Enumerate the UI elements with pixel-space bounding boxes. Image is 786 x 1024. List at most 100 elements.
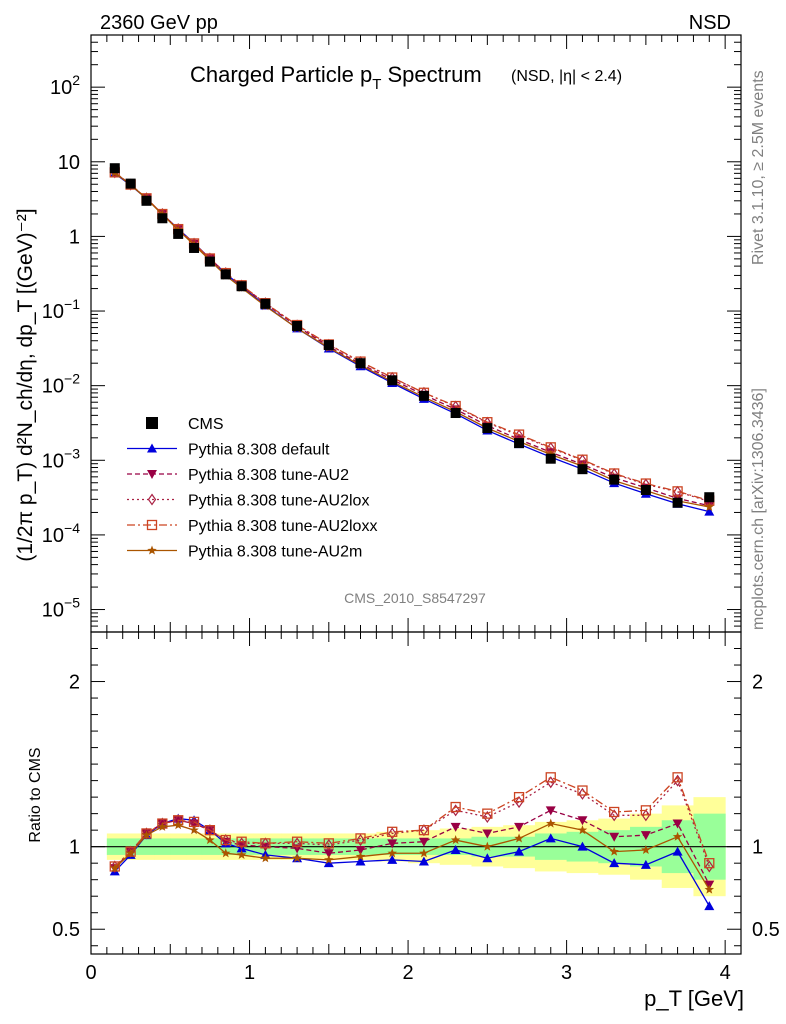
legend-entry: Pythia 8.308 tune-AU2 [127, 467, 349, 484]
series-ratio-point [545, 772, 556, 783]
legend-entry: Pythia 8.308 default [127, 442, 330, 459]
series-ratio-point [577, 841, 588, 851]
main-series-group [109, 163, 715, 516]
series-ratio-point [704, 884, 715, 894]
y-tick-exp: −2 [64, 371, 80, 387]
series-ratio-point [236, 849, 247, 859]
series-ratio-point [355, 851, 366, 861]
data-point [355, 358, 366, 369]
series-ratio-point [640, 859, 651, 869]
series-0 [109, 168, 715, 516]
series-ratio-point [578, 787, 587, 800]
series-ratio-point [387, 826, 398, 837]
legend-marker [146, 417, 158, 429]
series-ratio-point [125, 848, 136, 858]
data-series [109, 163, 715, 508]
y-tick-label-right: 1 [752, 837, 763, 859]
series-ratio-point [418, 837, 429, 847]
series-ratio-point [110, 863, 120, 873]
series-ratio-point [482, 853, 493, 863]
series-ratio-point [323, 858, 334, 868]
data-point [220, 269, 231, 280]
legend-entry: Pythia 8.308 tune-AU2lox [127, 493, 369, 510]
data-point [514, 438, 525, 449]
series-line [114, 172, 710, 513]
series-ratio-point [482, 829, 493, 839]
series-ratio-point [418, 856, 429, 866]
series-ratio-point [672, 772, 683, 783]
series-ratio-point [514, 833, 524, 843]
series-1 [109, 168, 715, 511]
series-ratio-point [387, 854, 398, 864]
series-ratio-point [609, 806, 620, 818]
series-ratio-point [236, 836, 247, 847]
chart-title-tail: Spectrum [381, 62, 481, 87]
y-tick-base: 10 [50, 77, 72, 99]
series-ratio-point [577, 785, 588, 796]
y-tick-label: 2 [69, 672, 80, 694]
series-ratio-point [577, 816, 588, 826]
series-ratio-point [355, 845, 366, 855]
y-tick-label: 102 [50, 72, 80, 99]
series-ratio-point [546, 776, 555, 789]
x-tick-label: 0 [85, 962, 96, 984]
ratio-frame [90, 631, 742, 955]
y-tick-exp: 2 [72, 72, 80, 88]
series-ratio-point [482, 808, 493, 819]
series-ratio-point [672, 846, 683, 856]
legend-label: CMS [188, 416, 224, 433]
series-ratio-point [418, 825, 430, 836]
series-point [704, 506, 715, 516]
series-ratio-point [450, 835, 461, 845]
series-ratio-point [546, 818, 556, 828]
series-ratio-point [640, 831, 651, 841]
y-tick-label: 10−1 [42, 296, 80, 323]
series-ratio-point [324, 854, 334, 864]
series-ratio-point [173, 820, 183, 830]
y-tick-label: 0.5 [52, 919, 80, 941]
legend-entry: Pythia 8.308 tune-AU2m [127, 544, 362, 561]
data-point [204, 256, 215, 267]
y-tick-label: 10−2 [42, 371, 80, 398]
series-ratio-point [450, 844, 461, 854]
series-ratio-point [419, 848, 429, 858]
chart-title-extra: (NSD, |η| < 2.4) [511, 68, 622, 85]
legend-marker [147, 470, 157, 479]
x-axis-label: p_T [GeV] [644, 986, 744, 1011]
y-axis-label-ratio: Ratio to CMS [27, 747, 44, 842]
series-ratio-point [220, 834, 231, 846]
header-right: NSD [689, 12, 731, 34]
data-point [173, 228, 184, 239]
series-ratio-point [577, 825, 588, 835]
legend-entry: Pythia 8.308 tune-AU2loxx [127, 518, 377, 535]
chart-title-main: Charged Particle p [190, 62, 372, 87]
legend-label: Pythia 8.308 tune-AU2 [188, 467, 349, 484]
y-tick-exp: −3 [64, 445, 80, 461]
x-tick-label: 3 [561, 962, 572, 984]
series-ratio-point [260, 853, 271, 863]
data-point [125, 178, 136, 189]
y-tick-label: 1 [69, 837, 80, 859]
y-tick-base: 10 [42, 525, 64, 547]
series-ratio-point [545, 833, 556, 843]
y-tick-base: 10 [42, 450, 64, 472]
series-ratio-point [387, 848, 397, 858]
series-ratio-point [483, 810, 492, 823]
series-ratio-point [141, 830, 152, 840]
series-ratio-point [450, 822, 461, 832]
series-ratio-point [355, 833, 366, 844]
series-ratio-point [221, 848, 231, 858]
legend-label: Pythia 8.308 tune-AU2m [188, 544, 362, 561]
series-ratio-point [672, 819, 683, 829]
data-point [157, 213, 168, 224]
data-point [672, 497, 683, 508]
series-ratio-point [125, 846, 136, 857]
series-ratio-point [260, 838, 271, 849]
rivet-label: Rivet 3.1.10, ≥ 2.5M events [750, 70, 767, 265]
legend-marker [147, 443, 157, 453]
series-ratio-point [323, 838, 334, 849]
data-point [482, 423, 493, 434]
series-ratio-point [609, 809, 619, 822]
